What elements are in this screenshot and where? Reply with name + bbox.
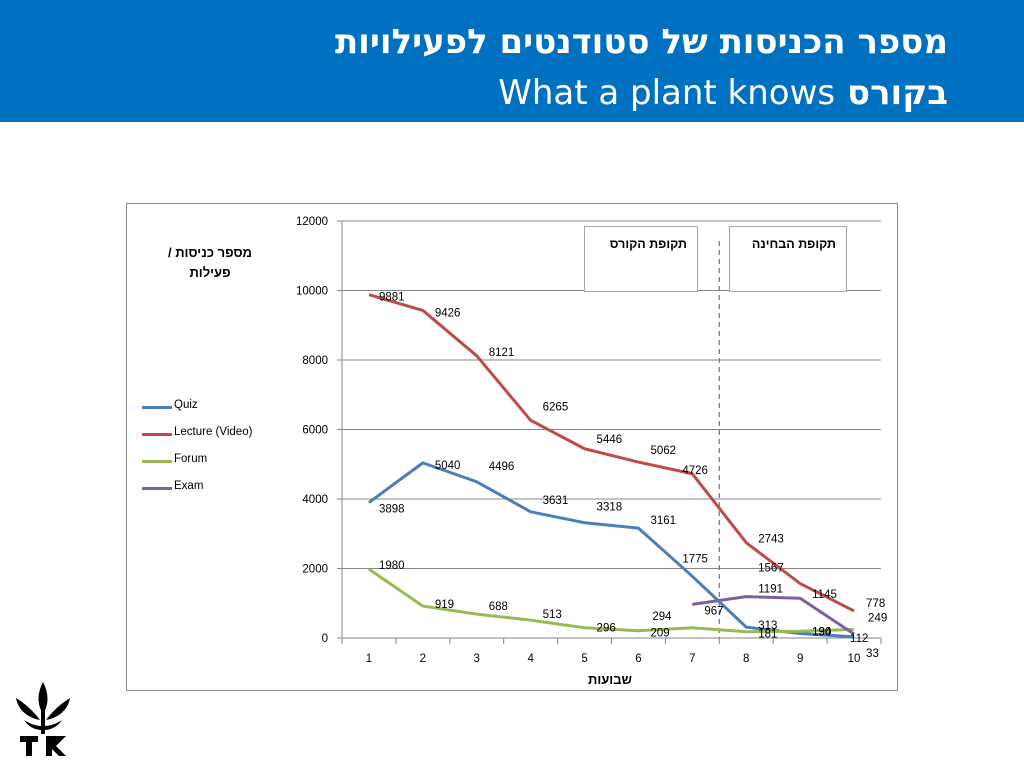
y-axis-title: מספר כניסות / פעילות [168,245,252,280]
data-label: 1191 [758,584,783,596]
tel-aviv-university-logo-icon [16,682,70,756]
data-label: 6265 [543,401,569,413]
data-label: 9426 [435,307,461,319]
data-label: 3161 [650,515,676,527]
data-label: 194 [812,626,832,638]
data-label: 4726 [682,465,708,477]
legend-label-quiz: Quiz [174,399,198,411]
x-tick-label: 7 [689,653,695,665]
x-tick-label: 1 [366,653,372,665]
legend-swatch-forum [142,460,172,463]
legend-item-exam: Exam [142,479,282,506]
legend-label-forum: Forum [174,453,208,465]
data-label: 967 [704,605,723,617]
y-tick-label: 4000 [302,494,328,506]
legend-item-lecture: Lecture (Video) [142,425,282,452]
data-label: 294 [652,611,672,623]
data-label: 33 [866,648,879,660]
series-line-exam [692,595,855,636]
data-label: 313 [758,620,777,632]
title-bar: מספר הכניסות של סטודנטים לפעילויות What … [0,0,1024,122]
data-label: 209 [650,628,669,640]
data-label: 1567 [758,563,784,575]
legend-label-lecture: Lecture (Video) [174,426,253,438]
data-label: 3898 [379,504,405,516]
x-tick-label: 6 [635,653,641,665]
data-label: 5062 [650,445,676,457]
data-label: 296 [597,623,616,635]
data-label: 9881 [379,292,405,304]
data-label: 688 [489,601,508,613]
x-tick-label: 2 [420,653,426,665]
y-tick-label: 6000 [302,425,328,437]
course-word: בקורס [846,73,948,113]
series-line-lecture-video [368,293,855,613]
data-label: 5446 [597,434,623,446]
data-label: 130 [812,626,831,638]
data-label: 3318 [597,502,623,514]
x-axis-title: שבועות [587,672,632,687]
data-label: 513 [543,609,562,621]
legend-item-forum: Forum [142,452,282,479]
legend-swatch-exam [142,487,172,490]
data-label: 3631 [543,495,569,507]
chart-legend: Quiz Lecture (Video) Forum Exam [142,398,282,506]
data-label: 112 [850,633,868,645]
series-lines [368,293,855,639]
course-period-text: תקופת הקורס [609,237,687,251]
legend-swatch-lecture [142,433,172,436]
data-label: 778 [866,598,885,610]
y-tick-label: 8000 [302,355,328,367]
x-tick-label: 9 [797,653,803,665]
data-label: 249 [868,612,887,624]
data-label: 1775 [682,553,708,565]
data-label: 181 [758,629,777,641]
data-label: 5040 [435,460,461,472]
y-tick-label: 10000 [296,286,328,298]
legend-item-quiz: Quiz [142,398,282,425]
y-tick-label: 0 [322,633,328,645]
series-line-forum [368,567,855,634]
x-tick-label: 4 [527,653,534,665]
legend-swatch-quiz [142,406,172,409]
data-label: 919 [435,599,454,611]
exam-period-text: תקופת הבחינה [751,237,836,251]
slide-title-line1: מספר הכניסות של סטודנטים לפעילויות [334,22,948,62]
data-label: 4496 [489,461,515,473]
course-period-annotation: תקופת הקורס [584,226,698,292]
x-tick-label: 10 [848,653,861,665]
axes: 0 2000 4000 6000 8000 10000 12000 1 2 3 4 5 6 7 8 9 10 [296,216,882,665]
exam-period-annotation: תקופת הבחינה [729,226,847,292]
x-tick-label: 5 [581,653,587,665]
y-tick-label: 2000 [302,564,328,576]
data-labels: 3898 5040 4496 3631 3318 3161 1775 313 130 33 9881… [379,292,887,660]
x-tick-label: 8 [743,653,749,665]
data-label: 1980 [379,560,405,572]
data-label: 2743 [758,534,784,546]
slide-title-line2: What a plant knows בקורס [498,73,948,113]
course-name: What a plant knows [498,73,836,113]
data-label: 8121 [489,347,515,359]
y-tick-label: 12000 [296,216,328,228]
x-tick-label: 3 [474,653,480,665]
data-label: 1145 [812,589,837,601]
legend-label-exam: Exam [174,480,204,492]
